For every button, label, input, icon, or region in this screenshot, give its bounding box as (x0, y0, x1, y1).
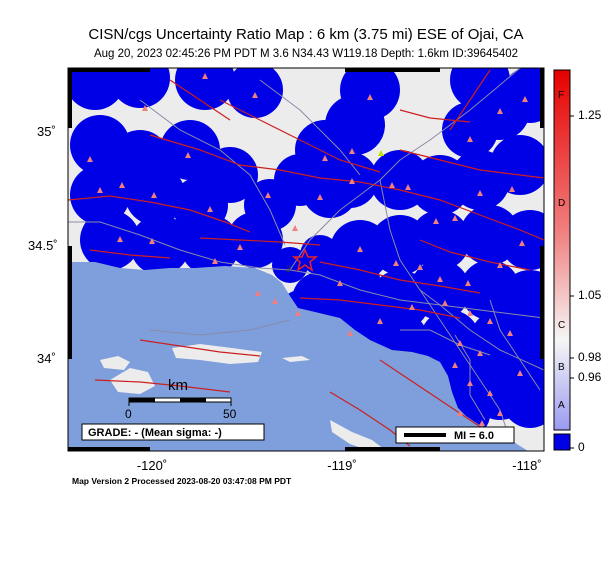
colorbar-value-3: 0.98 (578, 350, 602, 364)
island-catalina (330, 420, 384, 451)
lon-label-119: -119˚ (327, 458, 357, 473)
island-santa-cruz (172, 344, 262, 364)
colorbar-letter-a: A (558, 400, 565, 411)
scale-unit: km (168, 377, 188, 394)
epicenter-star (291, 248, 319, 272)
frame-ticks (68, 68, 544, 451)
colorbar-letter-f: F (558, 90, 565, 101)
colorbar-value-1: 1.25 (578, 108, 602, 122)
island-santa-rosa (110, 368, 155, 394)
grade-box (81, 423, 265, 441)
lon-label-118: -118˚ (512, 458, 542, 473)
lat-label-34: 34˚ (37, 351, 56, 366)
lat-label-35: 35˚ (37, 124, 56, 139)
map-subtitle: Aug 20, 2023 02:45:26 PM PDT M 3.6 N34.4… (93, 48, 519, 60)
colorbar-gradient (553, 69, 571, 431)
colorbar-letter-b: B (558, 362, 565, 373)
map-title: CISN/cgs Uncertainty Ratio Map : 6 km (3… (88, 26, 524, 43)
stations (87, 73, 528, 426)
island-anacapa (282, 356, 310, 362)
map-footer: Map Version 2 Processed 2023-08-20 03:47… (72, 476, 292, 486)
scale-start: 0 (125, 407, 132, 421)
colorbar-letter-c: C (558, 320, 566, 331)
lat-label-34-5: 34.5˚ (28, 238, 58, 253)
road-marker: 3 (286, 264, 291, 274)
mi-box (395, 426, 515, 444)
scale-end: 50 (223, 407, 237, 421)
grade-text: GRADE: - (Mean sigma: -) (88, 427, 222, 439)
colorbar-value-4: 0.96 (578, 370, 602, 384)
map-area (68, 68, 544, 451)
colorbar-value-2: 1.05 (578, 288, 602, 302)
island-san-miguel (100, 356, 130, 370)
scale-bar (128, 397, 232, 406)
mi-text: MI = 6.0 (454, 430, 494, 442)
colorbar-value-5: 0 (578, 440, 585, 454)
colorbar-letter-d: D (558, 198, 566, 209)
colorbar-zero-swatch (553, 433, 571, 451)
lon-label-120: -120˚ (136, 458, 168, 473)
colorbar-ticks (570, 115, 574, 449)
reference-station (378, 150, 384, 156)
